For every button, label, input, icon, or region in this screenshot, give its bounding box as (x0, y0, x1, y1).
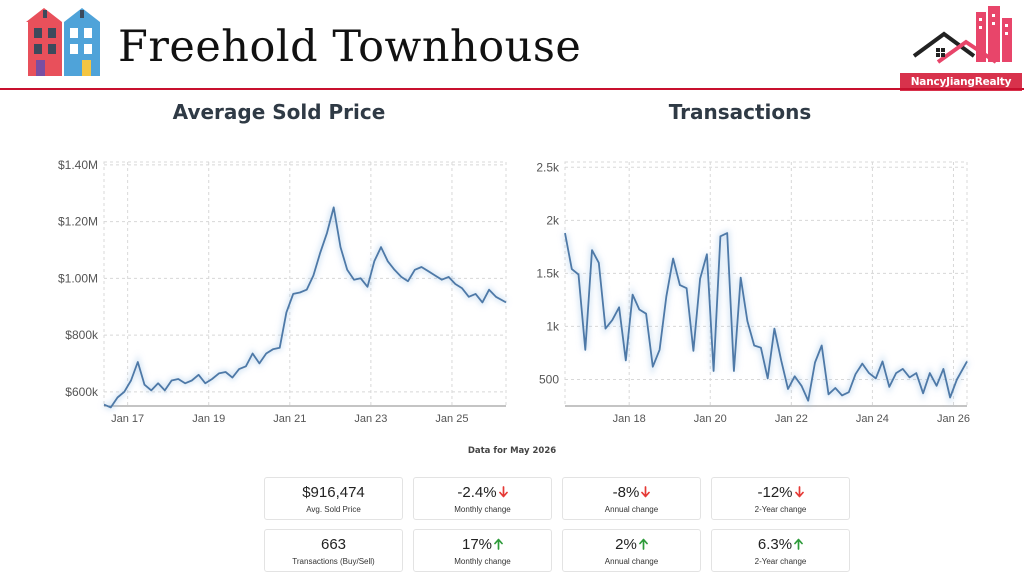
price-series-line (103, 206, 507, 409)
price-x-tick-label: Jan 23 (354, 413, 387, 425)
kpi-trans-annual-change: 2% Annual change (562, 529, 701, 572)
price-y-tick-label: $600k (65, 385, 99, 399)
kpi-transactions: 663 Transactions (Buy/Sell) (264, 529, 403, 572)
page-title: Freehold Townhouse (118, 22, 582, 72)
transactions-chart-title: Transactions (668, 100, 812, 124)
arrow-down-icon (794, 485, 804, 502)
price-plot-area (103, 161, 507, 407)
trans-x-tick-label: Jan 20 (694, 413, 727, 425)
price-chart-title: Average Sold Price (172, 100, 386, 124)
transactions-chart: Jan 18 Jan 20 Jan 22 Jan 24 Jan 26 500 1k 1.5k 2… (536, 160, 970, 425)
header-divider (0, 88, 1024, 90)
price-y-tick-label: $1.00M (58, 271, 98, 285)
kpi-label: 2-Year change (754, 557, 807, 566)
townhouse-icon (26, 8, 100, 76)
price-x-tick-label: Jan 21 (273, 413, 306, 425)
trans-series-line (564, 232, 968, 402)
kpi-avg-price: $916,474 Avg. Sold Price (264, 477, 403, 520)
kpi-value: 6.3% (757, 536, 793, 553)
brand-name: NancyJiangRealty (900, 73, 1022, 91)
kpi-label: Transactions (Buy/Sell) (292, 557, 375, 566)
arrow-up-icon (494, 537, 503, 554)
kpi-value: 2% (615, 536, 637, 553)
kpi-value: -12% (757, 484, 793, 501)
trans-x-tick-label: Jan 18 (613, 413, 646, 425)
kpi-label: Annual change (604, 557, 659, 566)
kpi-value: $916,474 (302, 484, 365, 501)
trans-y-tick-label: 500 (539, 372, 559, 386)
trans-x-tick-label: Jan 26 (937, 413, 970, 425)
kpi-trans-monthly-change: 17% Monthly change (413, 529, 552, 572)
header: Freehold Townhouse NancyJiangRealty (0, 0, 1024, 92)
price-chart: Jan 17 Jan 19 Jan 21 Jan 23 Jan 25 $600k $800k… (58, 158, 508, 425)
trans-y-tick-label: 1.5k (536, 266, 560, 280)
brand-logo: NancyJiangRealty (900, 4, 1022, 91)
arrow-up-icon (794, 537, 803, 554)
trans-y-tick-label: 2k (546, 213, 560, 227)
arrow-down-icon (641, 485, 651, 502)
kpi-value: 17% (461, 536, 493, 553)
arrow-up-icon (638, 537, 648, 554)
kpi-label: Monthly change (454, 557, 511, 566)
trans-x-tick-label: Jan 22 (775, 413, 808, 425)
trans-y-tick-label: 1k (546, 319, 560, 333)
kpi-price-monthly-change: -2.4% Monthly change (413, 477, 552, 520)
price-y-tick-label: $1.40M (58, 158, 98, 172)
price-x-tick-label: Jan 17 (111, 413, 144, 425)
kpi-label: Avg. Sold Price (306, 505, 361, 514)
price-y-tick-label: $800k (65, 328, 99, 342)
price-y-tick-label: $1.20M (58, 215, 98, 229)
kpi-trans-2year-change: 6.3% 2-Year change (711, 529, 850, 572)
trans-series-glow (562, 229, 970, 410)
kpi-label: Monthly change (454, 505, 511, 514)
price-x-tick-label: Jan 19 (192, 413, 225, 425)
kpi-price-annual-change: -8% Annual change (562, 477, 701, 520)
kpi-label: 2-Year change (754, 505, 807, 514)
trans-y-tick-label: 2.5k (536, 160, 560, 174)
kpi-value: 663 (320, 536, 347, 553)
kpi-label: Annual change (604, 505, 659, 514)
realty-logo-icon (912, 6, 1012, 64)
arrow-down-icon (498, 485, 508, 502)
data-note: Data for May 2026 (467, 446, 557, 456)
kpi-value: -8% (612, 484, 640, 501)
price-x-tick-label: Jan 25 (435, 413, 468, 425)
kpi-price-2year-change: -12% 2-Year change (711, 477, 850, 520)
trans-x-tick-label: Jan 24 (856, 413, 889, 425)
price-series-glow (103, 206, 508, 411)
kpi-value: -2.4% (457, 484, 497, 501)
